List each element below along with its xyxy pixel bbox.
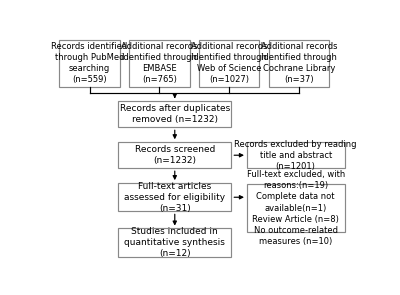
FancyBboxPatch shape xyxy=(129,40,190,86)
FancyBboxPatch shape xyxy=(268,40,329,86)
Text: Records screened
(n=1232): Records screened (n=1232) xyxy=(134,145,215,165)
FancyBboxPatch shape xyxy=(118,142,231,168)
FancyBboxPatch shape xyxy=(199,40,259,86)
FancyBboxPatch shape xyxy=(118,183,231,212)
Text: Full-text articles
assessed for eligibility
(n=31): Full-text articles assessed for eligibil… xyxy=(124,182,225,213)
Text: Records excluded by reading
title and abstract
(n=1201): Records excluded by reading title and ab… xyxy=(234,140,357,171)
Text: Additional records
identified through
Web of Science
(n=1027): Additional records identified through We… xyxy=(191,42,267,84)
Text: Studies included in
quantitative synthesis
(n=12): Studies included in quantitative synthes… xyxy=(124,227,225,258)
FancyBboxPatch shape xyxy=(118,101,231,127)
FancyBboxPatch shape xyxy=(247,184,344,232)
Text: Full-text excluded, with
reasons:(n=19)
Complete data not
available(n=1)
Review : Full-text excluded, with reasons:(n=19) … xyxy=(246,170,345,246)
FancyBboxPatch shape xyxy=(247,142,344,168)
FancyBboxPatch shape xyxy=(118,228,231,257)
Text: Additional records
identified through
Cochrane Library
(n=37): Additional records identified through Co… xyxy=(260,42,337,84)
Text: Records identified
through PubMed
searching
(n=559): Records identified through PubMed search… xyxy=(51,42,128,84)
Text: Records after duplicates
removed (n=1232): Records after duplicates removed (n=1232… xyxy=(120,104,230,124)
Text: Additional records
identified through
EMBASE
(n=765): Additional records identified through EM… xyxy=(121,42,198,84)
FancyBboxPatch shape xyxy=(59,40,120,86)
